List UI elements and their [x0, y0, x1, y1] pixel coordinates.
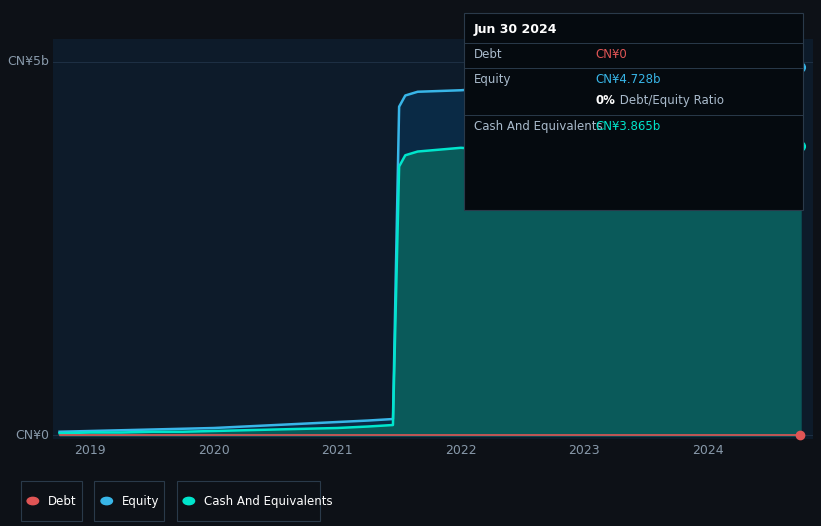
Text: CN¥0: CN¥0	[595, 48, 627, 61]
Text: CN¥4.728b: CN¥4.728b	[595, 73, 661, 86]
Text: Cash And Equivalents: Cash And Equivalents	[204, 494, 333, 508]
Text: Equity: Equity	[474, 73, 511, 86]
Text: 0%: 0%	[595, 94, 615, 107]
Text: Debt/Equity Ratio: Debt/Equity Ratio	[616, 94, 724, 107]
Text: Jun 30 2024: Jun 30 2024	[474, 23, 557, 36]
Text: CN¥3.865b: CN¥3.865b	[595, 120, 660, 134]
Text: CN¥5b: CN¥5b	[7, 55, 49, 68]
Text: Debt: Debt	[48, 494, 76, 508]
Text: CN¥0: CN¥0	[16, 429, 49, 442]
Text: Cash And Equivalents: Cash And Equivalents	[474, 120, 603, 134]
Text: Equity: Equity	[122, 494, 159, 508]
Text: Debt: Debt	[474, 48, 502, 61]
